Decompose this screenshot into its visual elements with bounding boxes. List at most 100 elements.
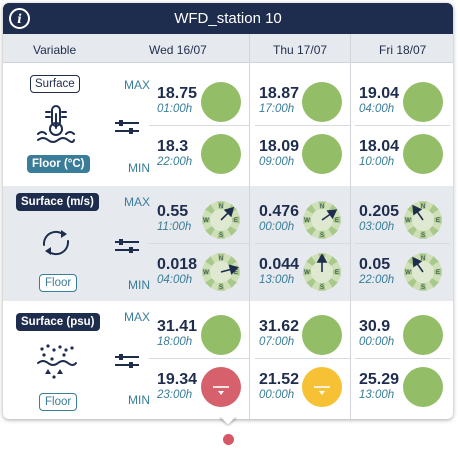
- reading-time: 13:00h: [359, 389, 395, 401]
- station-popup: i WFD_station 10 Variable Wed 16/07 Thu …: [3, 3, 453, 419]
- reading-value: 19.34: [157, 371, 198, 388]
- reading-value: 18.75: [157, 85, 198, 102]
- status-indicator[interactable]: [302, 134, 342, 174]
- reading-time: 00:00h: [359, 336, 395, 348]
- header-day-3: Fri 18/07: [379, 43, 427, 57]
- reading-time: 18:00h: [157, 336, 193, 348]
- floor-badge[interactable]: Floor: [39, 393, 78, 411]
- floor-badge[interactable]: Floor (°C): [27, 155, 90, 173]
- svg-text:N: N: [320, 204, 324, 210]
- reading-value: 0.044: [259, 256, 300, 273]
- reading-time: 13:00h: [259, 274, 295, 286]
- svg-text:E: E: [436, 218, 440, 224]
- surface-badge[interactable]: Surface: [30, 75, 80, 93]
- min-label: MIN: [128, 161, 150, 175]
- min-label: MIN: [128, 278, 150, 292]
- svg-text:S: S: [421, 285, 425, 291]
- status-indicator[interactable]: [201, 134, 241, 174]
- reading-time: 04:00h: [359, 103, 395, 115]
- row-divider: [149, 243, 249, 244]
- row-divider: [255, 243, 350, 244]
- reading-value: 21.52: [259, 371, 300, 388]
- reading-value: 18.04: [359, 138, 400, 155]
- reading-value: 0.476: [259, 203, 300, 220]
- status-indicator[interactable]: [302, 367, 342, 407]
- svg-text:S: S: [219, 233, 223, 239]
- row-divider: [149, 125, 249, 126]
- svg-text:N: N: [219, 256, 223, 262]
- reading-time: 00:00h: [259, 221, 295, 233]
- thermometer-water-icon: [37, 105, 75, 143]
- max-label: MAX: [124, 78, 151, 92]
- reading-value: 18.3: [157, 138, 189, 155]
- header-day-1: Wed 16/07: [149, 43, 207, 57]
- reading-time: 11:00h: [157, 221, 192, 233]
- svg-text:W: W: [405, 270, 411, 276]
- filter-sliders-icon: [115, 354, 139, 368]
- reading-time: 09:00h: [259, 156, 295, 168]
- reading-value: 30.9: [359, 318, 391, 335]
- row-divider: [149, 358, 249, 359]
- info-icon[interactable]: i: [9, 8, 30, 29]
- status-indicator[interactable]: [201, 315, 241, 355]
- reading-value: 31.41: [157, 318, 198, 335]
- svg-text:W: W: [203, 218, 209, 224]
- svg-text:N: N: [421, 204, 425, 210]
- variable-section: Surface Floor (°C) MAX MIN 18.75 01:00h 18.3 22…: [3, 64, 453, 184]
- reading-value: 0.018: [157, 256, 198, 273]
- reading-value: 19.04: [359, 85, 400, 102]
- reading-time: 00:00h: [259, 389, 295, 401]
- svg-text:W: W: [304, 218, 310, 224]
- svg-text:S: S: [219, 285, 223, 291]
- reading-time: 01:00h: [157, 103, 193, 115]
- reading-time: 17:00h: [259, 103, 295, 115]
- filter-sliders-icon: [115, 239, 139, 253]
- status-indicator[interactable]: [403, 315, 443, 355]
- column-separator: [350, 34, 351, 419]
- svg-text:E: E: [335, 270, 339, 276]
- reading-time: 22:00h: [157, 156, 193, 168]
- reading-time: 23:00h: [157, 389, 193, 401]
- reading-value: 0.55: [157, 203, 189, 220]
- popup-pointer: [219, 417, 237, 426]
- table-header: Variable Wed 16/07 Thu 17/07 Fri 18/07: [3, 34, 453, 63]
- reading-time: 07:00h: [259, 336, 295, 348]
- variable-section: Surface (psu) Floor MAX MIN 31.41 18:00h 19.34…: [3, 301, 453, 419]
- current-cycle-icon: [42, 230, 70, 256]
- svg-text:S: S: [421, 233, 425, 239]
- status-indicator[interactable]: [302, 82, 342, 122]
- floor-badge[interactable]: Floor: [39, 274, 78, 292]
- row-divider: [355, 243, 450, 244]
- status-indicator[interactable]: [403, 134, 443, 174]
- status-indicator[interactable]: [403, 82, 443, 122]
- status-indicator[interactable]: [302, 315, 342, 355]
- reading-time: 10:00h: [359, 156, 395, 168]
- svg-text:W: W: [304, 270, 310, 276]
- header-variable: Variable: [33, 43, 77, 57]
- compass-rose-icon: N S E W: [404, 253, 442, 291]
- svg-text:N: N: [421, 256, 425, 262]
- surface-badge[interactable]: Surface (m/s): [16, 193, 99, 211]
- station-marker[interactable]: [223, 434, 234, 445]
- row-divider: [255, 125, 350, 126]
- reading-time: 04:00h: [157, 274, 193, 286]
- status-indicator[interactable]: [403, 367, 443, 407]
- status-indicator[interactable]: [201, 82, 241, 122]
- svg-text:N: N: [219, 204, 223, 210]
- reading-value: 0.205: [359, 203, 400, 220]
- low-level-icon: [314, 386, 330, 395]
- reading-value: 31.62: [259, 318, 300, 335]
- surface-badge[interactable]: Surface (psu): [16, 313, 100, 331]
- reading-value: 18.09: [259, 138, 300, 155]
- row-divider: [255, 358, 350, 359]
- reading-time: 22:00h: [359, 274, 395, 286]
- header-day-2: Thu 17/07: [273, 43, 328, 57]
- status-indicator[interactable]: [201, 367, 241, 407]
- svg-text:E: E: [436, 270, 440, 276]
- svg-text:E: E: [234, 270, 238, 276]
